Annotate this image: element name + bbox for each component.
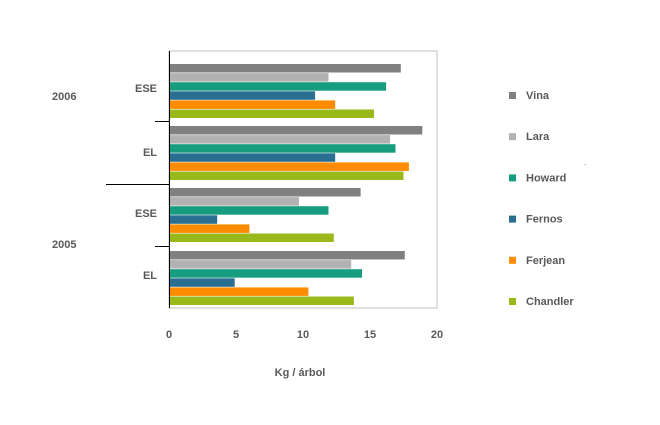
legend-swatch-howard — [509, 174, 516, 182]
bar-vina-0 — [169, 64, 401, 73]
category-label-2: ESE — [135, 208, 157, 220]
x-tick-label-15: 15 — [364, 329, 376, 341]
legend-swatch-vina — [509, 92, 516, 99]
x-tick-label-20: 20 — [431, 329, 443, 341]
bar-howard-2 — [169, 206, 329, 215]
legend-label-howard: Howard — [526, 172, 566, 184]
bar-fernos-3 — [169, 278, 235, 287]
bar-chandler-3 — [169, 296, 354, 305]
bar-lara-1 — [169, 135, 391, 144]
legend-label-chandler: Chandler — [526, 296, 574, 308]
bar-lara-2 — [169, 197, 299, 206]
bars-layer — [169, 64, 423, 305]
x-axis-ticks: 0 5 10 15 20 — [166, 329, 443, 341]
group-label-2006: 2006 — [52, 91, 76, 103]
x-tick-label-10: 10 — [297, 329, 309, 341]
bar-ferjean-0 — [169, 100, 336, 109]
bar-howard-1 — [169, 144, 396, 153]
bar-fernos-0 — [169, 91, 316, 100]
bar-vina-1 — [169, 126, 423, 135]
legend-swatch-ferjean — [509, 256, 516, 264]
category-label-3: EL — [143, 270, 157, 282]
bar-ferjean-2 — [169, 224, 250, 233]
stray-mark: . — [584, 158, 586, 167]
legend-swatch-fernos — [509, 215, 516, 223]
category-label-1: EL — [143, 147, 157, 159]
legend-label-ferjean: Ferjean — [526, 255, 565, 267]
x-tick-label-5: 5 — [233, 329, 239, 341]
bar-chandler-2 — [169, 233, 334, 242]
x-tick-label-0: 0 — [166, 329, 172, 341]
x-axis-title: Kg / árbol — [275, 367, 326, 379]
bar-fernos-2 — [169, 215, 218, 224]
legend-swatch-chandler — [509, 298, 516, 305]
legend-label-lara: Lara — [526, 131, 550, 143]
bar-vina-3 — [169, 251, 405, 260]
bar-ferjean-1 — [169, 162, 409, 171]
bar-ferjean-3 — [169, 287, 309, 296]
bar-chandler-0 — [169, 109, 374, 118]
category-label-0: ESE — [135, 83, 157, 95]
legend-label-vina: Vina — [526, 90, 550, 102]
category-labels: ESE EL ESE EL 2006 2005 — [52, 83, 169, 282]
legend-label-fernos: Fernos — [526, 214, 563, 226]
legend: Vina Lara Howard Fernos Ferjean Chandler — [509, 90, 574, 308]
bar-howard-3 — [169, 269, 362, 278]
bar-lara-3 — [169, 260, 352, 269]
bar-fernos-1 — [169, 153, 336, 162]
bar-vina-2 — [169, 188, 361, 197]
group-label-2005: 2005 — [52, 239, 76, 251]
legend-swatch-lara — [509, 133, 516, 141]
bar-lara-0 — [169, 73, 329, 82]
bar-chandler-1 — [169, 171, 404, 180]
bar-howard-0 — [169, 82, 387, 91]
